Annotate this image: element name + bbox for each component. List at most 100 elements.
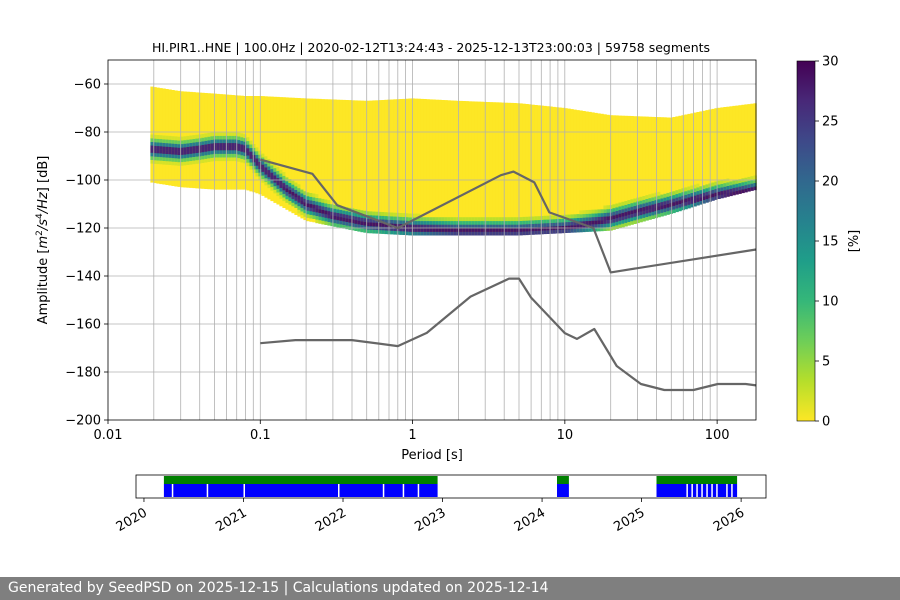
psd-density-cell [201, 159, 205, 163]
psd-density-cell [672, 191, 676, 196]
psd-column [570, 109, 574, 233]
psd-density-cell [645, 216, 649, 221]
psd-density-cell [435, 217, 439, 222]
psd-density-cell [243, 145, 247, 149]
psd-column [414, 98, 418, 236]
psd-density-cell [525, 231, 529, 236]
psd-density-cell [672, 205, 676, 210]
psd-density-cell [615, 207, 619, 211]
psd-density-cell [162, 149, 166, 154]
psd-density-cell [270, 165, 274, 170]
psd-density-cell [618, 217, 622, 221]
psd-density-cell [306, 192, 310, 197]
psd-density-cell [498, 220, 502, 225]
psd-density-cell [366, 229, 370, 234]
psd-column [627, 115, 631, 226]
psd-density-cell [492, 220, 496, 225]
psd-density-cell [381, 219, 385, 224]
psd-density-cell [306, 203, 310, 208]
psd-density-cell [177, 140, 181, 145]
psd-density-cell [381, 222, 385, 227]
psd-density-cell [654, 199, 658, 204]
psd-density-cell [315, 197, 319, 202]
psd-density-cell [450, 228, 454, 232]
psd-density-cell [714, 192, 718, 197]
psd-density-cell [543, 219, 547, 224]
psd-density-cell [591, 220, 595, 225]
psd-column [447, 100, 451, 236]
psd-density-cell [588, 209, 592, 214]
psd-density-cell [432, 228, 436, 232]
psd-density-cell [186, 135, 190, 140]
psd-column [318, 98, 322, 224]
psd-density-cell [651, 211, 655, 216]
psd-density-cell [240, 158, 244, 163]
psd-column [348, 100, 352, 230]
psd-density-cell [189, 139, 193, 143]
psd-density-cell [255, 169, 259, 173]
psd-density-cell [177, 161, 181, 166]
psd-column [696, 112, 700, 206]
psd-density-cell [420, 228, 424, 232]
psd-density-cell [357, 227, 361, 232]
psd-density-cell [363, 228, 367, 233]
psd-density-cell [744, 188, 748, 193]
psd-density-cell [243, 155, 247, 160]
year-tick-label: 2024 [512, 505, 548, 535]
y-tick-label: −100 [65, 174, 101, 189]
psd-density-cell [693, 202, 697, 207]
psd-density-cell [519, 227, 523, 232]
psd-density-cell [348, 218, 352, 223]
psd-density-cell [660, 212, 664, 217]
psd-density-cell [744, 181, 748, 186]
psd-density-cell [279, 191, 283, 196]
psd-density-cell [249, 151, 253, 156]
psd-density-cell [243, 152, 247, 157]
psd-column [438, 99, 442, 236]
psd-density-cell [225, 139, 229, 144]
psd-density-cell [288, 182, 292, 187]
psd-density-cell [471, 228, 475, 232]
psd-density-cell [264, 167, 268, 171]
psd-density-cell [204, 151, 208, 156]
psd-density-cell [207, 143, 211, 148]
psd-column [633, 116, 637, 224]
psd-density-cell [336, 205, 340, 210]
psd-column [363, 100, 367, 233]
psd-density-cell [195, 134, 199, 139]
psd-density-cell [510, 228, 514, 232]
psd-density-cell [219, 150, 223, 154]
psd-density-cell [183, 154, 187, 159]
psd-density-cell [636, 215, 640, 220]
psd-density-cell [573, 225, 577, 229]
psd-density-cell [441, 231, 445, 236]
psd-density-cell [657, 191, 661, 196]
psd-density-cell [360, 210, 364, 215]
psd-density-cell [462, 228, 466, 232]
psd-density-cell [594, 224, 598, 228]
psd-density-cell [474, 231, 478, 236]
psd-density-cell [513, 228, 517, 232]
psd-density-cell [207, 147, 211, 152]
psd-density-cell [723, 179, 727, 184]
psd-density-cell [660, 209, 664, 213]
psd-density-cell [711, 186, 715, 190]
psd-density-cell [495, 220, 499, 225]
psd-density-cell [150, 138, 154, 142]
psd-density-cell [321, 213, 325, 218]
psd-density-cell [462, 217, 466, 222]
psd-density-cell [213, 142, 217, 147]
psd-density-cell [645, 198, 649, 203]
psd-density-cell [237, 136, 241, 141]
psd-density-cell [249, 158, 253, 163]
psd-density-cell [606, 205, 610, 210]
psd-density-cell [267, 180, 271, 185]
psd-column [645, 116, 649, 221]
psd-density-cell [714, 196, 718, 200]
psd-density-cell [525, 224, 529, 228]
psd-density-cell [285, 184, 289, 189]
psd-density-cell [471, 224, 475, 229]
coverage-gap [711, 484, 713, 497]
y-axis-label-suffix: ] [dB] [36, 156, 51, 193]
psd-density-cell [279, 187, 283, 192]
